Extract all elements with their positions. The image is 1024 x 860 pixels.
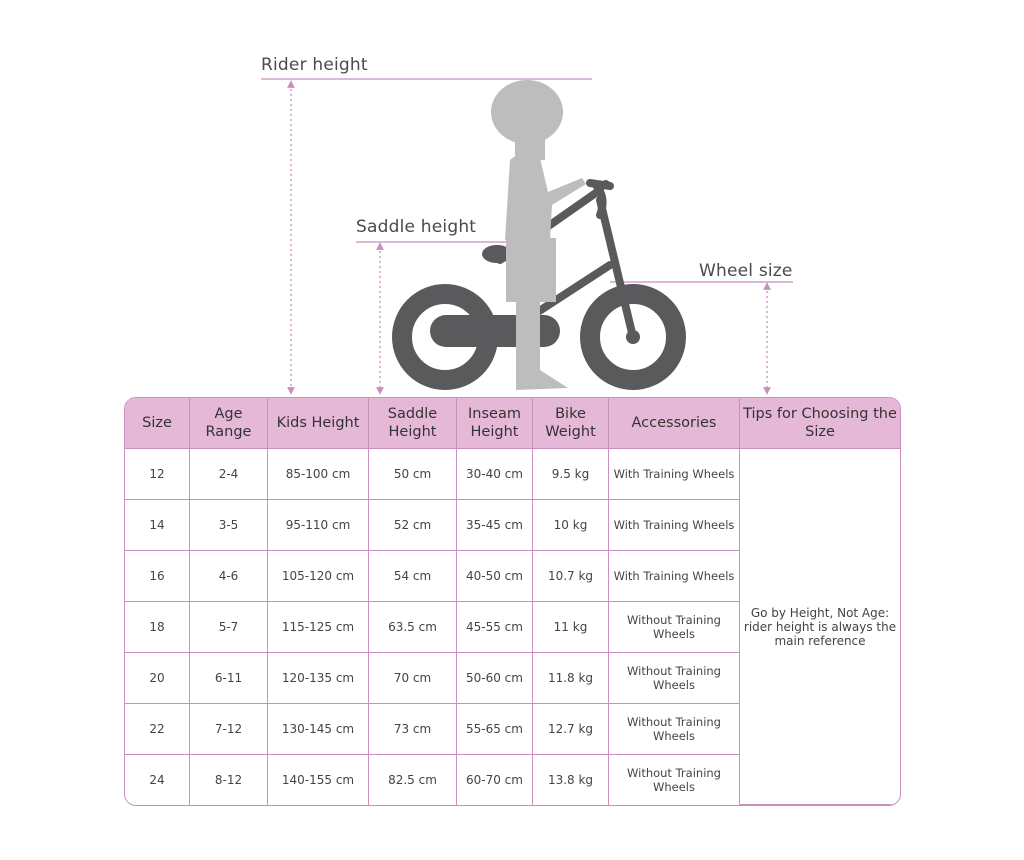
header-inseam-height: Inseam Height <box>457 398 533 449</box>
cell-kids-height: 85-100 cm <box>268 449 369 500</box>
table-row: 12 2-4 85-100 cm 50 cm 30-40 cm 9.5 kg With Tr… <box>125 449 900 805</box>
cell-inseam-height: 50-60 cm <box>457 653 533 704</box>
header-kids-height: Kids Height <box>268 398 369 449</box>
cell-kids-height: 115-125 cm <box>268 602 369 653</box>
cell-tip: Go by Height, Not Age: rider height is a… <box>740 449 900 805</box>
saddle-height-label: Saddle height <box>356 217 477 237</box>
cell-size: 14 <box>125 500 190 551</box>
cell-kids-height: 130-145 cm <box>268 704 369 755</box>
cell-bike-weight: 12.7 kg <box>533 704 609 755</box>
cell-accessories: With Training Wheels <box>609 449 740 500</box>
cell-bike-weight: 10 kg <box>533 500 609 551</box>
cell-accessories: With Training Wheels <box>609 551 740 602</box>
header-tips: Tips for Choosing the Size <box>740 398 900 449</box>
cell-kids-height: 105-120 cm <box>268 551 369 602</box>
cell-kids-height: 120-135 cm <box>268 653 369 704</box>
rider-height-label: Rider height <box>261 55 368 75</box>
cell-saddle-height: 82.5 cm <box>369 755 457 805</box>
cell-inseam-height: 40-50 cm <box>457 551 533 602</box>
cell-accessories: Without Training Wheels <box>609 653 740 704</box>
cell-size: 18 <box>125 602 190 653</box>
cell-bike-weight: 11 kg <box>533 602 609 653</box>
table-row: 20 6-11 120-135 cm 70 cm 50-60 cm 11.8 kg With… <box>125 653 900 704</box>
bike-icon <box>392 179 686 390</box>
cell-age-range: 8-12 <box>190 755 268 805</box>
header-age-range: Age Range <box>190 398 268 449</box>
size-table: Size Age Range Kids Height Saddle Height… <box>124 397 901 806</box>
wheel-size-label: Wheel size <box>699 261 793 281</box>
cell-age-range: 3-5 <box>190 500 268 551</box>
cell-age-range: 4-6 <box>190 551 268 602</box>
cell-size: 20 <box>125 653 190 704</box>
cell-age-range: 2-4 <box>190 449 268 500</box>
cell-bike-weight: 11.8 kg <box>533 653 609 704</box>
cell-size: 22 <box>125 704 190 755</box>
cell-size: 24 <box>125 755 190 805</box>
cell-saddle-height: 73 cm <box>369 704 457 755</box>
cell-accessories: Without Training Wheels <box>609 704 740 755</box>
cell-age-range: 6-11 <box>190 653 268 704</box>
cell-age-range: 5-7 <box>190 602 268 653</box>
header-bike-weight: Bike Weight <box>533 398 609 449</box>
cell-age-range: 7-12 <box>190 704 268 755</box>
table-row: 22 7-12 130-145 cm 73 cm 55-65 cm 12.7 kg With… <box>125 704 900 755</box>
cell-size: 16 <box>125 551 190 602</box>
cell-bike-weight: 13.8 kg <box>533 755 609 805</box>
cell-inseam-height: 60-70 cm <box>457 755 533 805</box>
cell-kids-height: 95-110 cm <box>268 500 369 551</box>
cell-size: 12 <box>125 449 190 500</box>
table-row: 14 3-5 95-110 cm 52 cm 35-45 cm 10 kg With Tra… <box>125 500 900 551</box>
header-accessories: Accessories <box>609 398 740 449</box>
cell-saddle-height: 52 cm <box>369 500 457 551</box>
measurement-lines <box>261 78 793 395</box>
table-row: 18 5-7 115-125 cm 63.5 cm 45-55 cm 11 kg Witho… <box>125 602 900 653</box>
table-row: 16 4-6 105-120 cm 54 cm 40-50 cm 10.7 kg With … <box>125 551 900 602</box>
cell-inseam-height: 30-40 cm <box>457 449 533 500</box>
cell-saddle-height: 50 cm <box>369 449 457 500</box>
cell-accessories: Without Training Wheels <box>609 755 740 805</box>
cell-bike-weight: 9.5 kg <box>533 449 609 500</box>
cell-inseam-height: 45-55 cm <box>457 602 533 653</box>
rider-silhouette <box>491 80 586 390</box>
header-saddle-height: Saddle Height <box>369 398 457 449</box>
cell-accessories: Without Training Wheels <box>609 602 740 653</box>
cell-inseam-height: 35-45 cm <box>457 500 533 551</box>
cell-bike-weight: 10.7 kg <box>533 551 609 602</box>
cell-kids-height: 140-155 cm <box>268 755 369 805</box>
cell-saddle-height: 63.5 cm <box>369 602 457 653</box>
cell-saddle-height: 54 cm <box>369 551 457 602</box>
bike-rider-illustration <box>261 78 793 395</box>
table-header-row: Size Age Range Kids Height Saddle Height… <box>125 398 900 449</box>
cell-saddle-height: 70 cm <box>369 653 457 704</box>
header-size: Size <box>125 398 190 449</box>
cell-inseam-height: 55-65 cm <box>457 704 533 755</box>
cell-accessories: With Training Wheels <box>609 500 740 551</box>
table-row: 24 8-12 140-155 cm 82.5 cm 60-70 cm 13.8 kg Wi… <box>125 755 900 805</box>
